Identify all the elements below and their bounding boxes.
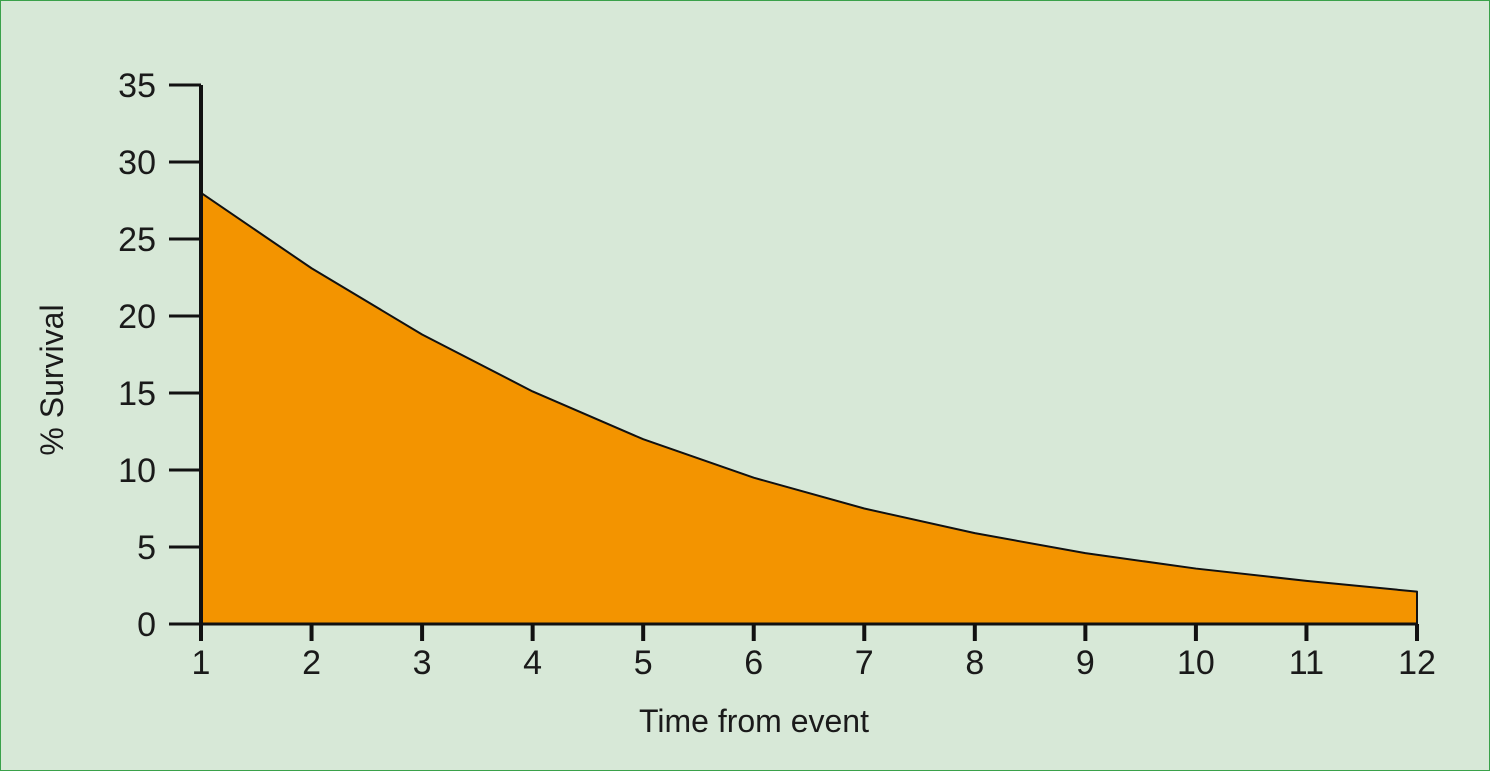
y-tick-label-25: 25 <box>118 221 156 259</box>
x-tick-label-12: 12 <box>1398 644 1436 682</box>
y-axis-title: % Survival <box>34 304 70 455</box>
y-tick-label-0: 0 <box>137 606 156 644</box>
x-tick-label-6: 6 <box>744 644 763 682</box>
x-tick-label-5: 5 <box>634 644 653 682</box>
x-tick-label-4: 4 <box>523 644 542 682</box>
x-ticks: 1 2 3 4 5 6 7 8 9 10 11 12 <box>192 624 1436 682</box>
x-tick-label-3: 3 <box>413 644 432 682</box>
y-tick-label-20: 20 <box>118 298 156 336</box>
x-tick-label-8: 8 <box>965 644 984 682</box>
y-tick-label-5: 5 <box>137 529 156 567</box>
x-tick-label-11: 11 <box>1289 644 1324 682</box>
x-tick-label-1: 1 <box>192 644 211 682</box>
survival-area <box>200 191 1418 625</box>
x-tick-label-2: 2 <box>302 644 321 682</box>
y-tick-label-30: 30 <box>118 144 156 182</box>
y-tick-label-35: 35 <box>118 67 156 105</box>
y-tick-label-10: 10 <box>118 452 156 490</box>
x-tick-label-9: 9 <box>1076 644 1095 682</box>
axes-layer <box>169 85 1417 626</box>
x-tick-label-7: 7 <box>855 644 874 682</box>
x-axis-title: Time from event <box>639 703 869 739</box>
area-layer <box>200 191 1418 625</box>
y-ticks: 0 5 10 15 20 25 30 35 <box>118 67 201 644</box>
y-tick-label-15: 15 <box>118 375 156 413</box>
x-tick-label-10: 10 <box>1177 644 1215 682</box>
